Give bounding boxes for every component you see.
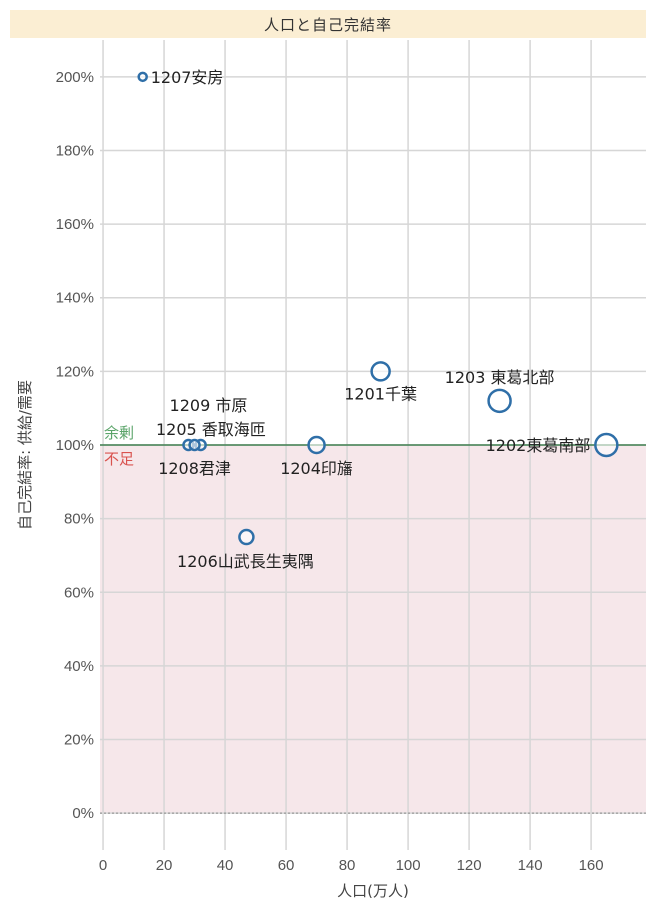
- y-axis-title: 自己完結率: 供給/需要: [16, 380, 34, 530]
- chart-title-bar: 人口と自己完結率: [10, 10, 646, 38]
- reference-below-label: 不足: [104, 450, 134, 468]
- data-point-label: 1207安房: [151, 68, 224, 87]
- x-tick-label: 20: [156, 857, 173, 874]
- data-point-label: 1205 香取海匝: [156, 420, 266, 439]
- data-point: [137, 71, 148, 83]
- data-point-label: 1206山武長生夷隅: [177, 552, 314, 571]
- x-axis-title: 人口(万人): [337, 882, 409, 900]
- data-point: [238, 528, 255, 546]
- data-point-label: 1203 東葛北部: [445, 368, 555, 387]
- x-tick-label: 140: [518, 857, 543, 874]
- data-point-label: 1201千葉: [344, 384, 417, 403]
- data-point-label: 1202東葛南部: [486, 436, 591, 455]
- data-point: [370, 361, 391, 382]
- y-tick-label: 120%: [56, 363, 94, 380]
- y-tick-label: 140%: [56, 290, 94, 307]
- data-point: [307, 435, 326, 455]
- data-point-label: 1209 市原: [170, 396, 248, 415]
- data-point: [487, 388, 512, 414]
- x-tick-label: 40: [217, 857, 234, 874]
- x-tick-label: 60: [278, 857, 295, 874]
- y-tick-label: 160%: [56, 216, 94, 233]
- y-tick-label: 80%: [64, 511, 94, 528]
- y-tick-label: 60%: [64, 584, 94, 601]
- data-point-label: 1204印旛: [280, 459, 353, 478]
- x-tick-label: 80: [339, 857, 356, 874]
- x-tick-label: 120: [457, 857, 482, 874]
- y-tick-label: 20%: [64, 732, 94, 749]
- y-tick-label: 0%: [72, 805, 94, 822]
- data-point: [594, 432, 619, 458]
- y-tick-label: 40%: [64, 658, 94, 675]
- data-point-label: 1208君津: [158, 459, 231, 478]
- x-tick-label: 0: [99, 857, 107, 874]
- chart-title: 人口と自己完結率: [263, 15, 392, 34]
- y-tick-label: 100%: [56, 437, 94, 454]
- y-tick-label: 200%: [56, 69, 94, 86]
- y-tick-label: 180%: [56, 142, 94, 159]
- data-point: [188, 438, 201, 452]
- x-tick-label: 100: [396, 857, 421, 874]
- x-tick-label: 160: [579, 857, 604, 874]
- deficit-region: [100, 445, 646, 814]
- reference-above-label: 余剰: [104, 424, 134, 442]
